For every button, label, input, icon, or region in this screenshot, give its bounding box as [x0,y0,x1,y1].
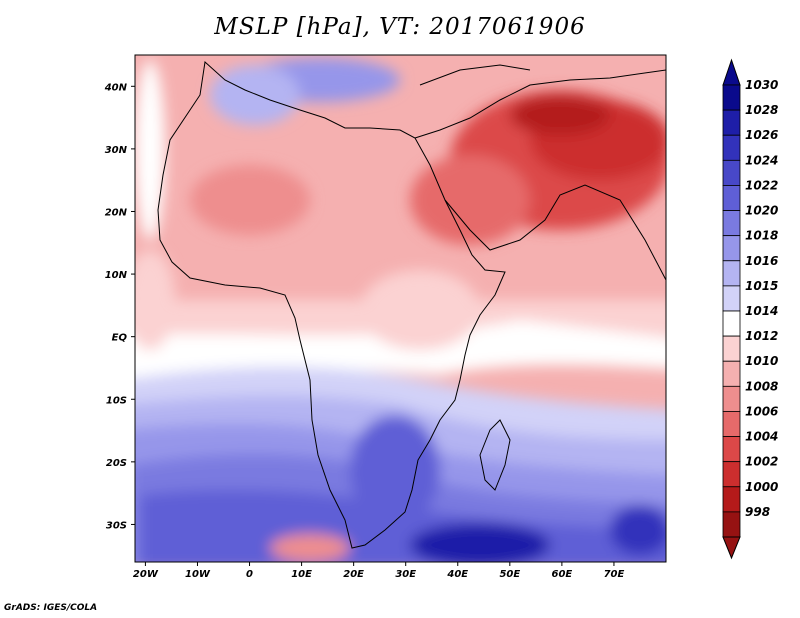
lon-tick-label: 50E [499,569,520,580]
colorbar-level-label: 1018 [745,229,778,243]
colorbar-level-label: 1010 [745,354,778,368]
colorbar-min-arrow [722,536,741,560]
colorbar-swatch [722,360,741,387]
lat-tick-label: EQ [112,333,128,344]
colorbar-level-label: 998 [745,505,770,519]
colorbar-level-label: 1026 [745,128,778,142]
colorbar-level-label: 1022 [745,178,778,192]
plot-frame [134,54,667,563]
lon-tick-label: 10E [291,569,312,580]
colorbar-swatch [722,461,741,488]
map-title: MSLP [hPa], VT: 2017061906 [214,14,586,40]
latitude-axis: 40N 30N 20N 10N EQ 10S 20S 30S [104,82,135,531]
colorbar-swatch [722,260,741,287]
colorbar-level-label: 1016 [745,254,778,268]
colorbar-level-label: 1024 [745,153,778,167]
colorbar-swatch [722,134,741,161]
lat-tick-label: 20N [105,207,128,218]
colorbar-swatch [722,285,741,312]
longitude-axis: 20W 10W 0 10E 20E 30E 40E 50E 60E 70E [133,562,625,580]
colorbar-level-label: 1028 [745,103,778,117]
colorbar-level-label: 1030 [745,78,778,92]
colorbar-level-label: 1015 [745,279,778,293]
lat-tick-label: 30S [106,520,127,531]
colorbar-swatch [722,84,741,111]
colorbar-swatch [722,436,741,463]
colorbar-level-label: 1014 [745,304,778,318]
colorbar-level-label: 1002 [745,455,778,469]
colorbar-swatch [722,210,741,237]
colorbar-swatch [722,511,741,538]
lat-tick-label: 10N [105,270,128,281]
colorbar-swatch [722,385,741,412]
colorbar-level-label: 1006 [745,404,778,418]
lon-tick-label: 0 [246,569,253,580]
lon-tick-label: 60E [552,569,573,580]
lon-tick-label: 70E [604,569,625,580]
colorbar-level-label: 1008 [745,379,778,393]
lat-tick-label: 30N [105,145,128,156]
colorbar-swatch [722,411,741,437]
coastlines [157,61,666,549]
colorbar-swatch [722,335,741,362]
colorbar-swatch [722,159,741,186]
colorbar-level-label: 1012 [745,329,778,343]
colorbar-max-arrow [722,58,741,86]
lon-tick-label: 10W [185,569,211,580]
lon-tick-label: 20E [343,569,364,580]
colorbar: 1030 1028 1026 1024 1022 1020 1018 1016 1015 1014… [722,58,778,560]
colorbar-swatch [722,185,741,211]
lon-tick-label: 20W [133,569,159,580]
colorbar-level-label: 1000 [745,480,778,494]
colorbar-swatch [722,486,741,513]
lat-tick-label: 10S [106,395,127,406]
lon-tick-label: 40E [446,569,468,580]
grads-credit: GrADS: IGES/COLA [4,603,98,613]
colorbar-swatch [722,109,741,136]
pressure-field [135,55,666,562]
colorbar-swatch [722,310,741,337]
colorbar-level-label: 1004 [745,430,778,444]
lat-tick-label: 20S [106,458,127,469]
lon-tick-label: 30E [395,569,416,580]
colorbar-swatch [722,235,741,262]
colorbar-level-label: 1020 [745,204,778,218]
lat-tick-label: 40N [104,82,128,93]
